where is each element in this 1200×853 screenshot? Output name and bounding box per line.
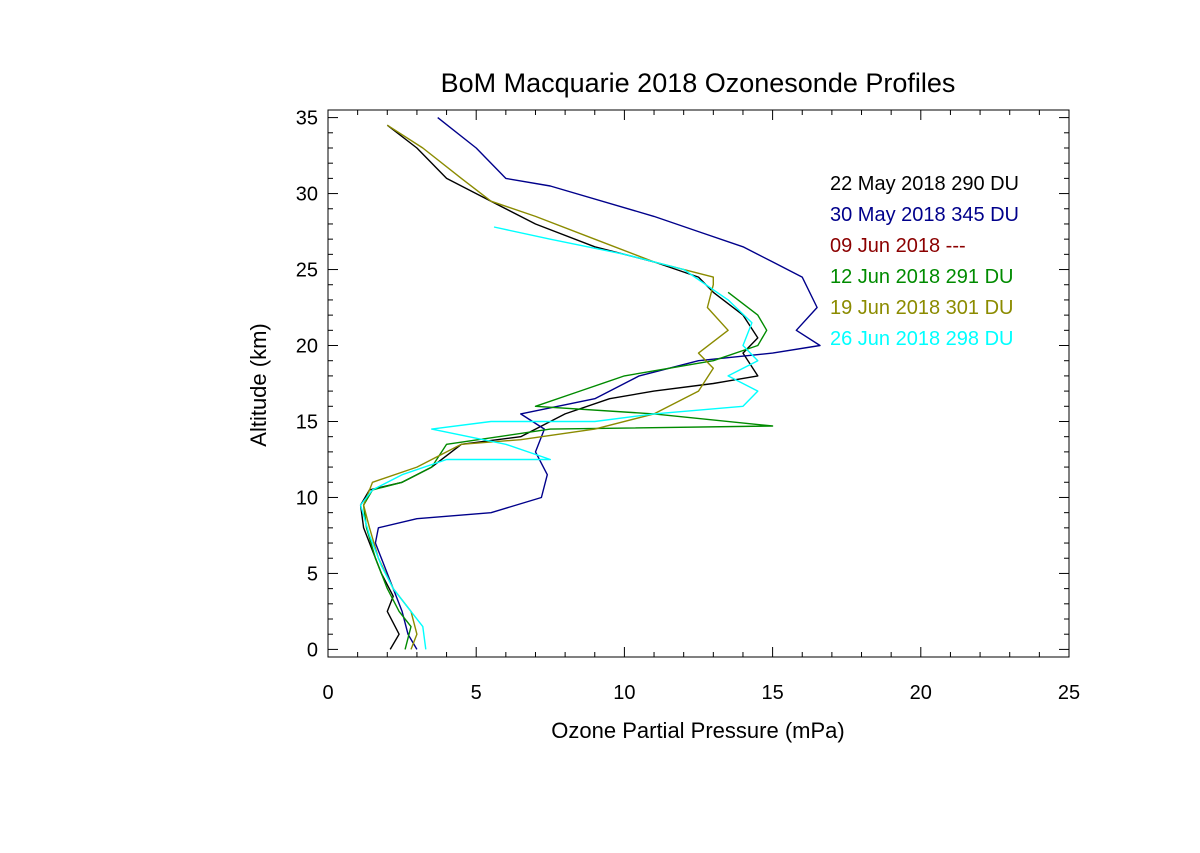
x-tick-label: 10 bbox=[613, 682, 635, 704]
y-tick-label: 30 bbox=[296, 184, 318, 206]
y-tick-label: 15 bbox=[296, 411, 318, 433]
x-tick-label: 15 bbox=[761, 682, 783, 704]
legend-entry-4: 19 Jun 2018 301 DU bbox=[830, 297, 1013, 319]
x-axis-label: Ozone Partial Pressure (mPa) bbox=[551, 718, 844, 743]
series-line-5 bbox=[359, 226, 759, 650]
x-tick-label: 0 bbox=[322, 682, 333, 704]
legend: 22 May 2018 290 DU 30 May 2018 345 DU 09 J… bbox=[830, 173, 1019, 350]
plot-frame bbox=[327, 109, 1070, 658]
x-tick-label: 25 bbox=[1058, 682, 1080, 704]
series-line-1 bbox=[374, 117, 821, 650]
series-line-3 bbox=[362, 291, 774, 650]
legend-entry-1: 30 May 2018 345 DU bbox=[830, 204, 1019, 226]
y-axis-label: Altitude (km) bbox=[246, 323, 271, 446]
y-tick-label: 10 bbox=[296, 487, 318, 509]
legend-entry-0: 22 May 2018 290 DU bbox=[830, 173, 1019, 195]
y-tick-label: 5 bbox=[307, 563, 318, 585]
y-tick-label: 25 bbox=[296, 260, 318, 282]
legend-entry-3: 12 Jun 2018 291 DU bbox=[830, 266, 1013, 288]
x-tick-label: 20 bbox=[910, 682, 932, 704]
series-line-0 bbox=[359, 124, 759, 650]
x-tick-label: 5 bbox=[471, 682, 482, 704]
y-axis: 0 5 10 15 20 25 30 35 bbox=[296, 108, 1069, 661]
chart-title: BoM Macquarie 2018 Ozonesonde Profiles bbox=[441, 68, 956, 98]
y-tick-label: 0 bbox=[307, 639, 318, 661]
y-tick-label: 20 bbox=[296, 336, 318, 358]
y-tick-label: 35 bbox=[296, 108, 318, 130]
series-lines bbox=[359, 117, 821, 650]
legend-entry-5: 26 Jun 2018 298 DU bbox=[830, 328, 1013, 350]
plot-border bbox=[327, 109, 1070, 658]
series-line-4 bbox=[362, 124, 729, 650]
x-axis: 0 5 10 15 20 25 bbox=[322, 110, 1080, 704]
legend-entry-2: 09 Jun 2018 --- bbox=[830, 235, 966, 257]
